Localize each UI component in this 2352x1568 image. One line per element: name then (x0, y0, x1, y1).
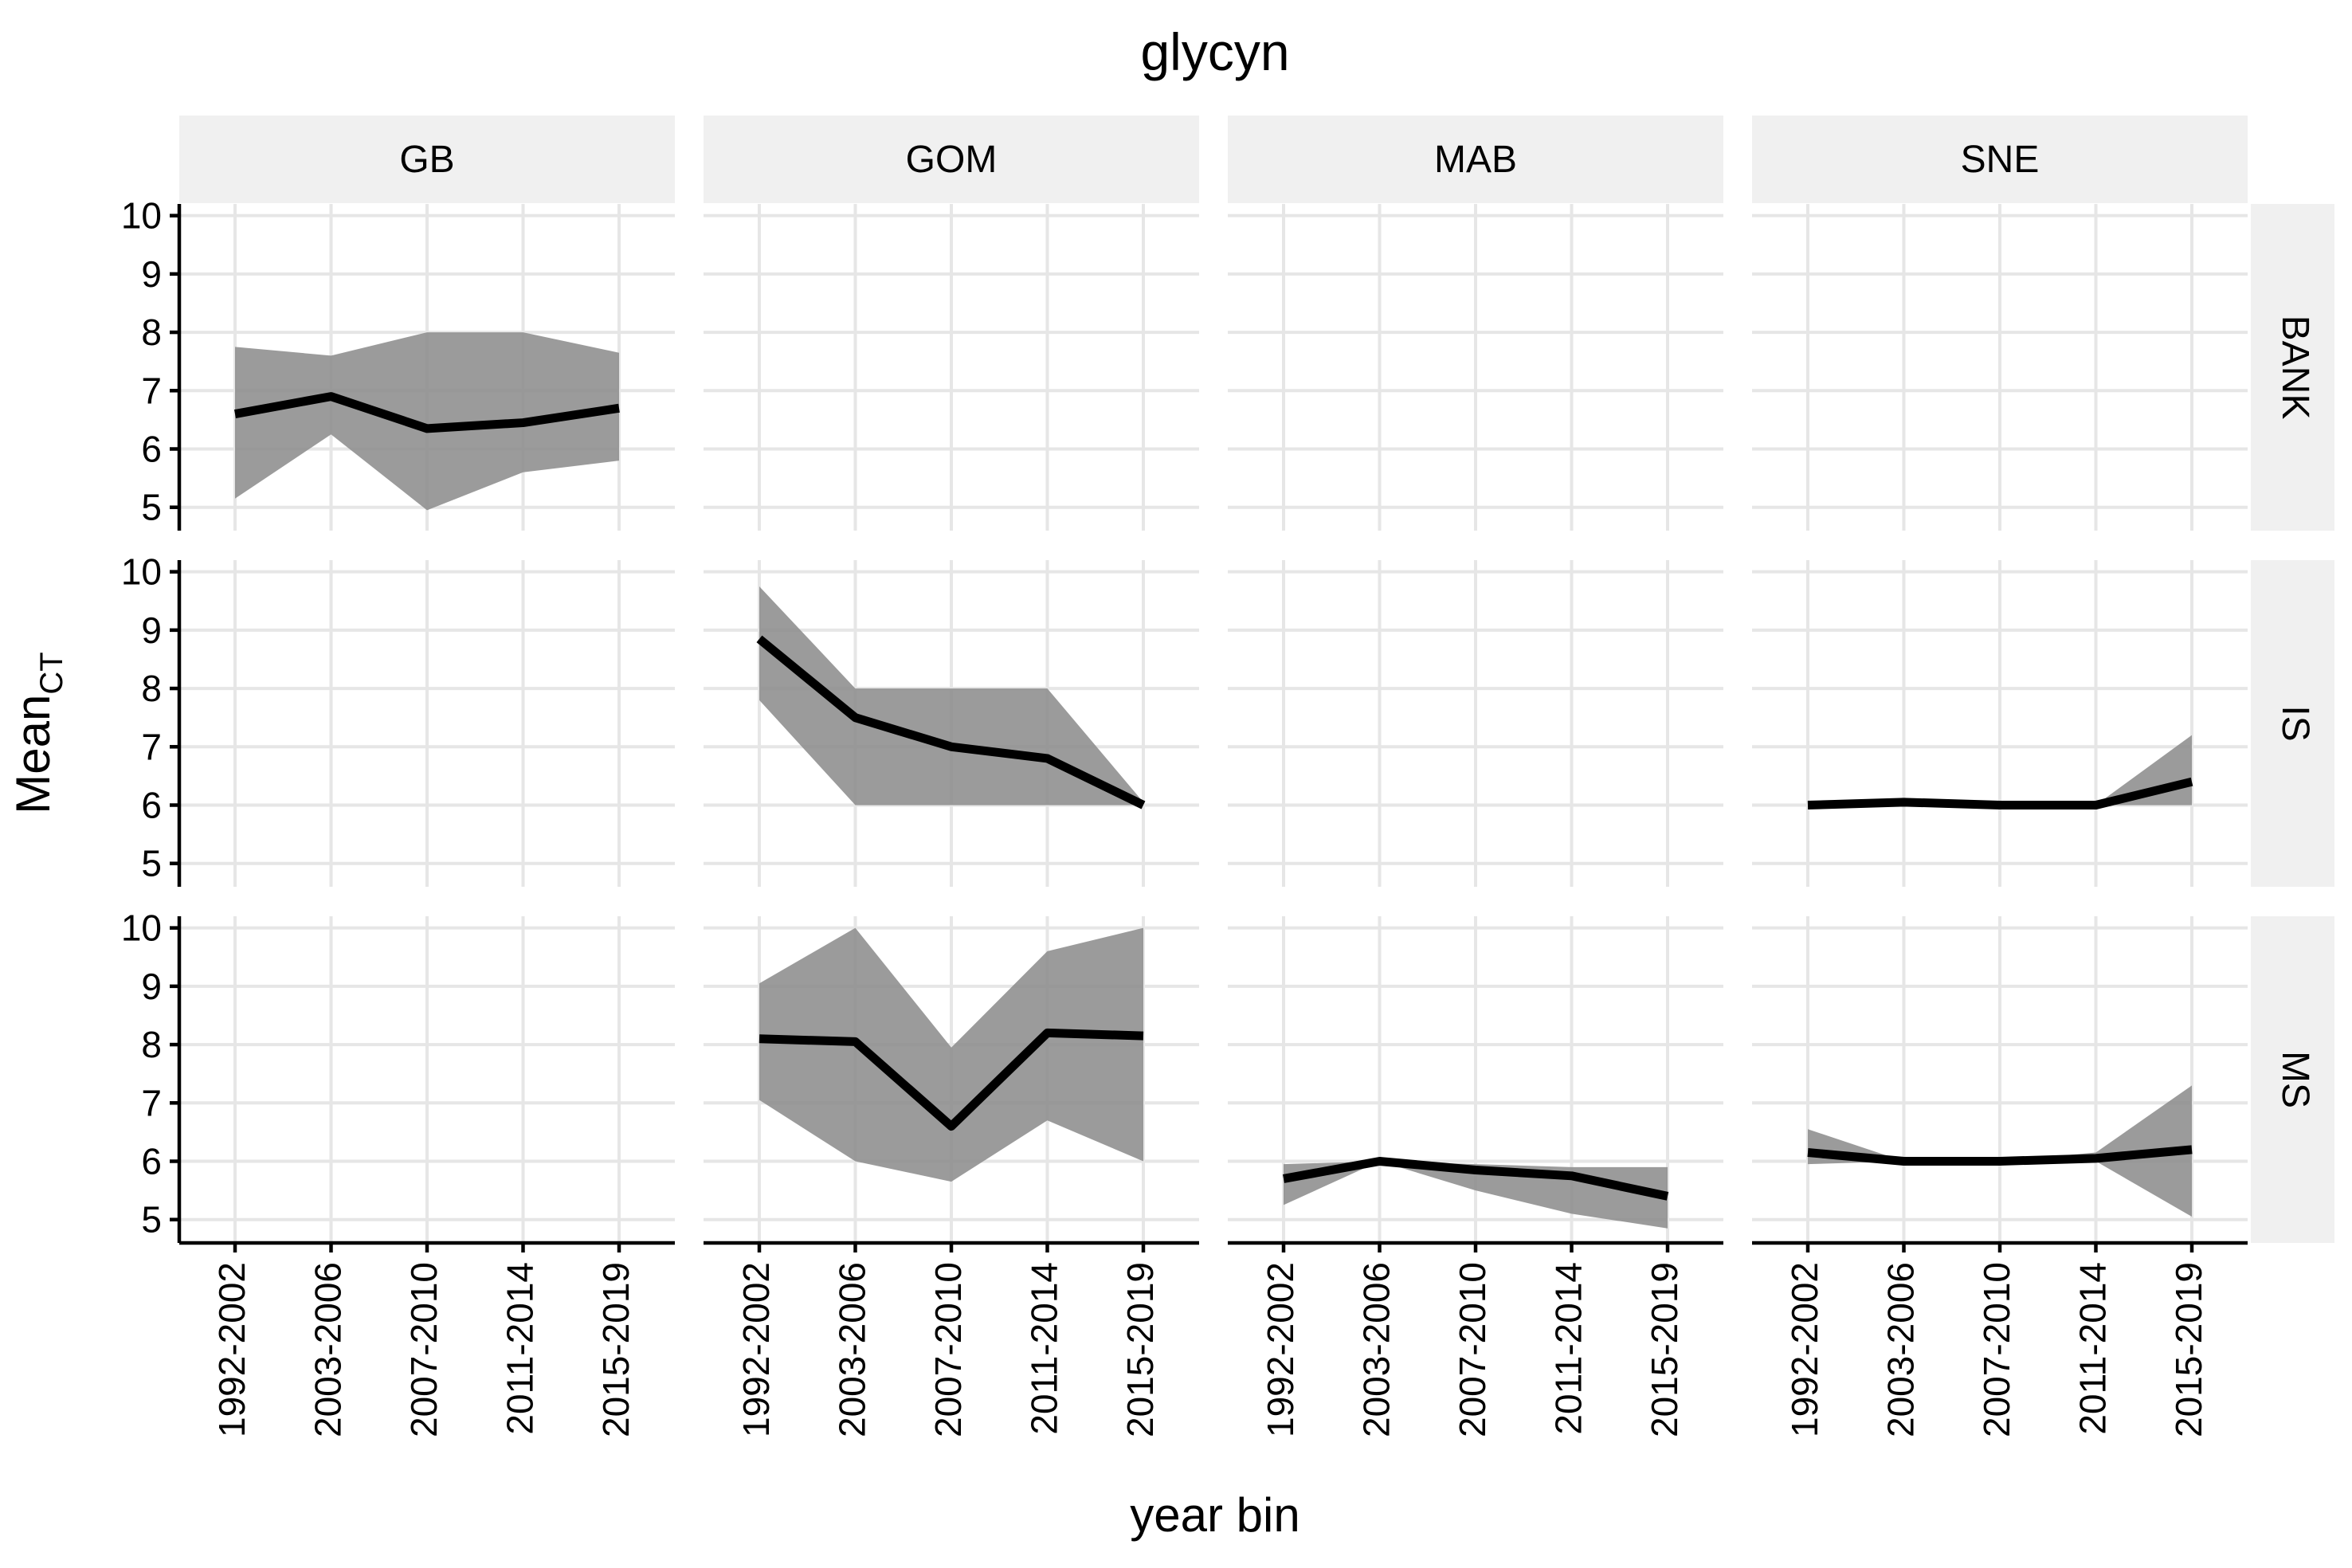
y-tick-label: 6 (141, 785, 162, 826)
y-tick-label: 9 (141, 253, 162, 295)
strip-label-is: IS (2274, 705, 2316, 741)
strip-label-gb: GB (399, 139, 454, 181)
x-axis-sne: 1992-2002 2003-2006 2007-2010 2011-2014 2015… (1752, 1241, 2248, 1437)
x-tick-label: 2007-2010 (927, 1262, 969, 1437)
panel-gb-bank (179, 204, 675, 531)
y-tick-label: 6 (141, 429, 162, 470)
panel-gom-is (704, 560, 1199, 887)
y-tick-label: 8 (141, 668, 162, 709)
x-tick-label: 2011-2014 (500, 1262, 541, 1435)
strip-is (2251, 560, 2334, 887)
ribbon-gom-ms (759, 927, 1143, 1182)
x-tick-label: 2007-2010 (403, 1262, 445, 1437)
y-axis-bank: 5 6 7 8 9 10 (121, 195, 182, 531)
panel-mab-is (1228, 560, 1723, 887)
strip-gb (179, 116, 675, 203)
x-tick-label: 2003-2006 (1356, 1262, 1397, 1437)
y-tick-label: 5 (141, 1199, 162, 1241)
x-tick-label: 2003-2006 (308, 1262, 349, 1437)
strip-label-gom: GOM (906, 139, 998, 181)
ribbon-gom-is (759, 586, 1143, 806)
strip-label-sne: SNE (1961, 139, 2040, 181)
y-tick-label: 8 (141, 312, 162, 353)
facet-panels (179, 204, 2248, 1243)
panel-sne-is (1752, 560, 2248, 887)
x-tick-label: 2007-2010 (1452, 1262, 1493, 1437)
chart-title: glycyn (1140, 22, 1289, 81)
x-tick-label: 2003-2006 (1880, 1262, 1922, 1437)
mean-line-sne-is (1807, 777, 2193, 809)
mean-line-sne-ms (1807, 1145, 2193, 1166)
panel-sne-ms (1752, 916, 2248, 1243)
strip-bank (2251, 204, 2334, 531)
x-axis-gom: 1992-2002 2003-2006 2007-2010 2011-2014 2015… (704, 1241, 1199, 1437)
y-tick-label: 8 (141, 1024, 162, 1065)
panel-gb-is (179, 560, 675, 887)
x-tick-label: 1992-2002 (1260, 1262, 1301, 1437)
x-tick-label: 1992-2002 (211, 1262, 253, 1437)
y-axis-label: MeanCT (6, 652, 69, 813)
y-axis-is: 5 6 7 8 9 10 (121, 551, 182, 887)
panel-gom-ms (704, 916, 1199, 1243)
panel-mab-ms (1228, 916, 1723, 1243)
x-tick-label: 1992-2002 (1784, 1262, 1825, 1437)
ribbon-sne-ms (1808, 1085, 2192, 1217)
mean-line-gb-bank (234, 392, 620, 433)
y-tick-label: 9 (141, 966, 162, 1007)
ribbon-sne-is (1808, 735, 2192, 806)
x-tick-label: 2011-2014 (1548, 1262, 1590, 1435)
strip-gom (704, 116, 1199, 203)
strip-label-mab: MAB (1434, 139, 1517, 181)
strip-mab (1228, 116, 1723, 203)
x-tick-label: 2011-2014 (1024, 1262, 1065, 1435)
y-tick-label: 9 (141, 610, 162, 651)
x-tick-label: 2011-2014 (2072, 1262, 2114, 1435)
panel-sne-bank (1752, 204, 2248, 531)
ribbon-gb-bank (235, 332, 619, 511)
x-axis-mab: 1992-2002 2003-2006 2007-2010 2011-2014 2015… (1228, 1241, 1723, 1437)
y-tick-label: 10 (121, 551, 162, 593)
x-axis-label: year bin (1130, 1488, 1299, 1542)
y-tick-label: 10 (121, 907, 162, 949)
strip-label-ms: MS (2274, 1051, 2316, 1108)
y-tick-label: 10 (121, 195, 162, 237)
x-tick-label: 1992-2002 (735, 1262, 777, 1437)
y-axes: 5 6 7 8 9 10 5 6 7 8 9 10 5 6 7 8 9 10 (121, 195, 182, 1243)
y-axis-label-main: Mean (6, 695, 60, 814)
x-tick-label: 2015-2019 (1644, 1262, 1685, 1437)
x-tick-label: 2015-2019 (2168, 1262, 2209, 1437)
y-axis-ms: 5 6 7 8 9 10 (121, 907, 182, 1243)
mean-line-mab-ms (1283, 1157, 1669, 1201)
x-axes: 1992-2002 2003-2006 2007-2010 2011-2014 2015… (179, 1241, 2248, 1437)
y-tick-label: 7 (141, 1082, 162, 1123)
panel-mab-bank (1228, 204, 1723, 531)
y-tick-label: 5 (141, 487, 162, 528)
panel-gb-ms (179, 916, 675, 1243)
y-tick-label: 7 (141, 370, 162, 411)
strip-ms (2251, 916, 2334, 1243)
strip-label-bank: BANK (2274, 316, 2316, 420)
x-axis-gb: 1992-2002 2003-2006 2007-2010 2011-2014 2015… (179, 1241, 675, 1437)
x-tick-label: 2015-2019 (1119, 1262, 1161, 1437)
x-tick-label: 2007-2010 (1976, 1262, 2017, 1437)
panel-gom-bank (704, 204, 1199, 531)
x-tick-label: 2003-2006 (832, 1262, 873, 1437)
mean-line-gom-is (756, 635, 1146, 809)
strip-sne (1752, 116, 2248, 203)
y-tick-label: 6 (141, 1141, 162, 1182)
mean-line-gom-ms (759, 1028, 1144, 1131)
y-tick-label: 5 (141, 843, 162, 884)
x-tick-label: 2015-2019 (595, 1262, 637, 1437)
y-axis-label-subscript: CT (34, 652, 69, 694)
y-tick-label: 7 (141, 726, 162, 767)
facet-strips: GB GOM MAB SNE BANK IS MS (179, 116, 2334, 1243)
